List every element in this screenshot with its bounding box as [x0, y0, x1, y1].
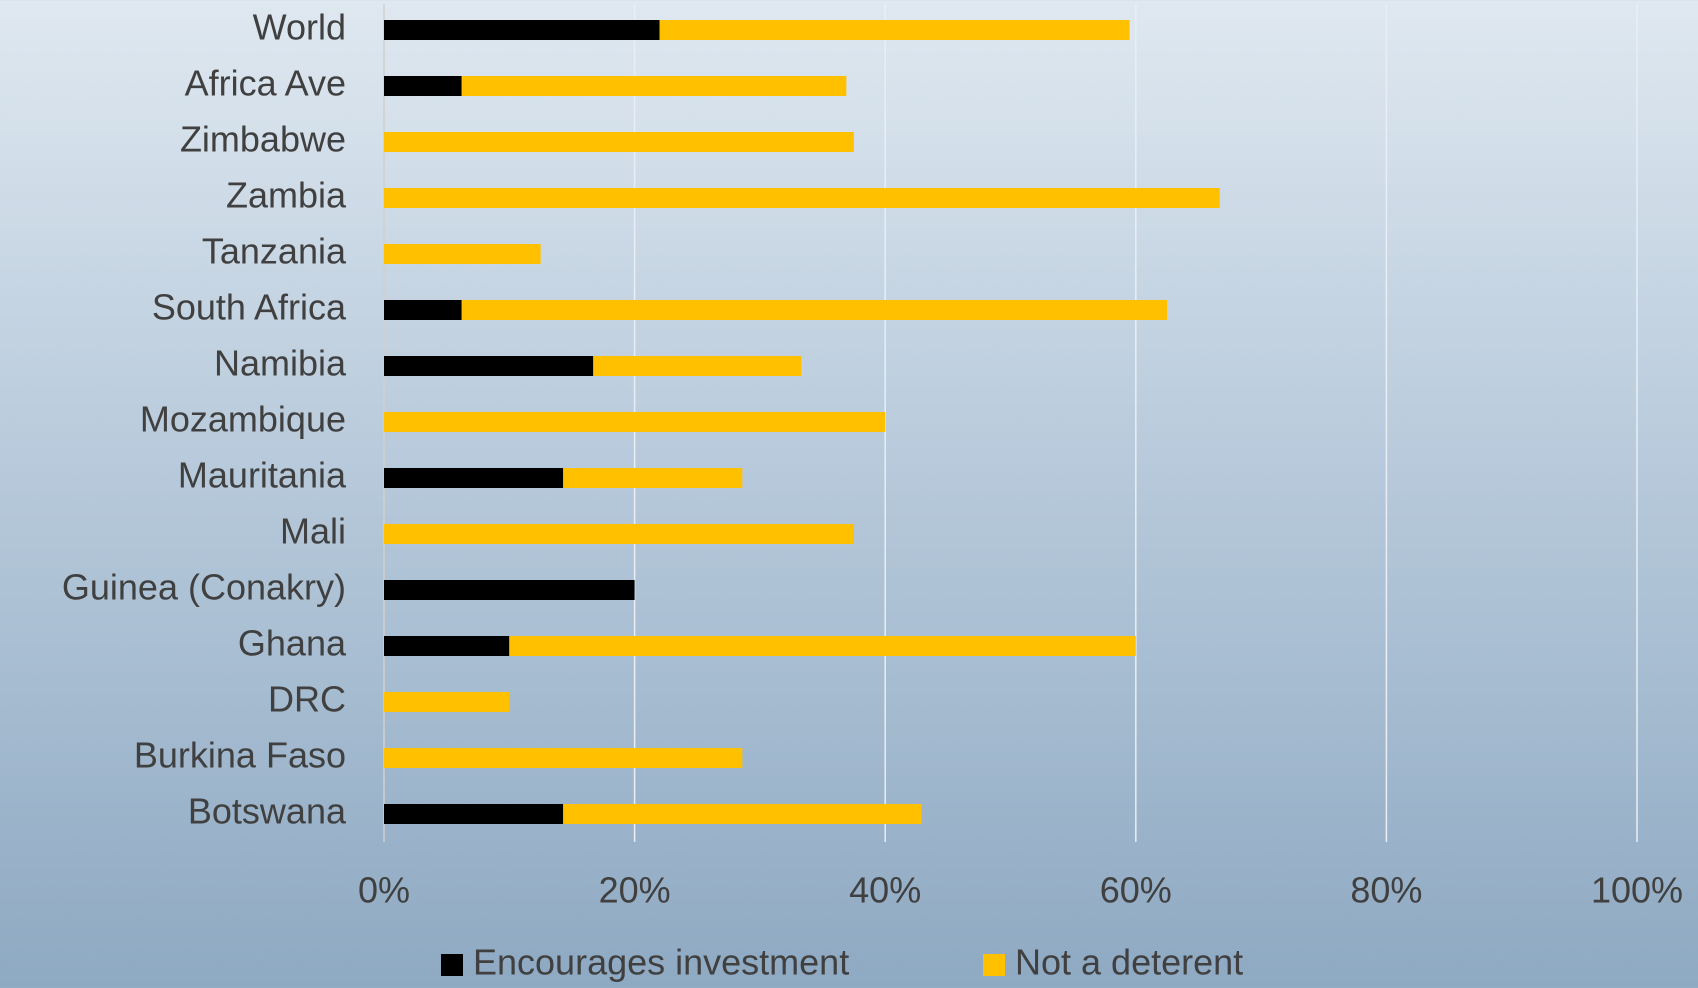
y-tick-label: Burkina Faso [134, 735, 346, 776]
bar-segment [384, 188, 1220, 208]
bar-segment [593, 356, 802, 376]
bar-segment [563, 468, 743, 488]
bar-segment [461, 76, 847, 96]
y-tick-label: Zimbabwe [180, 119, 346, 160]
bar-segment [384, 804, 564, 824]
x-tick-label: 80% [1350, 870, 1422, 911]
legend-swatch [441, 954, 463, 976]
legend-label: Not a deterent [1015, 942, 1243, 983]
bar-segment [384, 580, 635, 600]
x-tick-label: 0% [358, 870, 410, 911]
y-tick-label: World [253, 7, 346, 48]
legend-swatch [983, 954, 1005, 976]
bar-segment [461, 300, 1168, 320]
y-tick-label: Namibia [214, 343, 347, 384]
y-tick-label: Botswana [188, 791, 347, 832]
bar-segment [384, 468, 564, 488]
y-tick-label: Zambia [226, 175, 347, 216]
bar-segment [384, 692, 510, 712]
bar-segment [384, 300, 462, 320]
bar-segment [384, 412, 886, 432]
y-tick-label: Tanzania [202, 231, 347, 272]
y-tick-label: Mauritania [178, 455, 347, 496]
y-tick-label: Mozambique [140, 399, 346, 440]
bar-segment [384, 524, 854, 544]
y-tick-label: Africa Ave [185, 63, 346, 104]
y-tick-label: South Africa [152, 287, 347, 328]
x-tick-label: 60% [1100, 870, 1172, 911]
x-tick-label: 40% [849, 870, 921, 911]
bar-segment [384, 636, 510, 656]
bar-segment [509, 636, 1136, 656]
bar-segment [384, 356, 594, 376]
y-tick-label: Mali [280, 511, 346, 552]
x-tick-label: 20% [599, 870, 671, 911]
x-tick-label: 100% [1591, 870, 1683, 911]
bar-segment [384, 20, 660, 40]
bar-segment [659, 20, 1130, 40]
bar-segment [384, 132, 854, 152]
y-tick-label: DRC [268, 679, 346, 720]
bar-segment [384, 748, 743, 768]
y-tick-label: Guinea (Conakry) [62, 567, 346, 608]
y-tick-label: Ghana [238, 623, 347, 664]
bar-segment [384, 244, 541, 264]
bar-segment [384, 76, 462, 96]
legend-label: Encourages investment [473, 942, 849, 983]
bar-segment [563, 804, 922, 824]
